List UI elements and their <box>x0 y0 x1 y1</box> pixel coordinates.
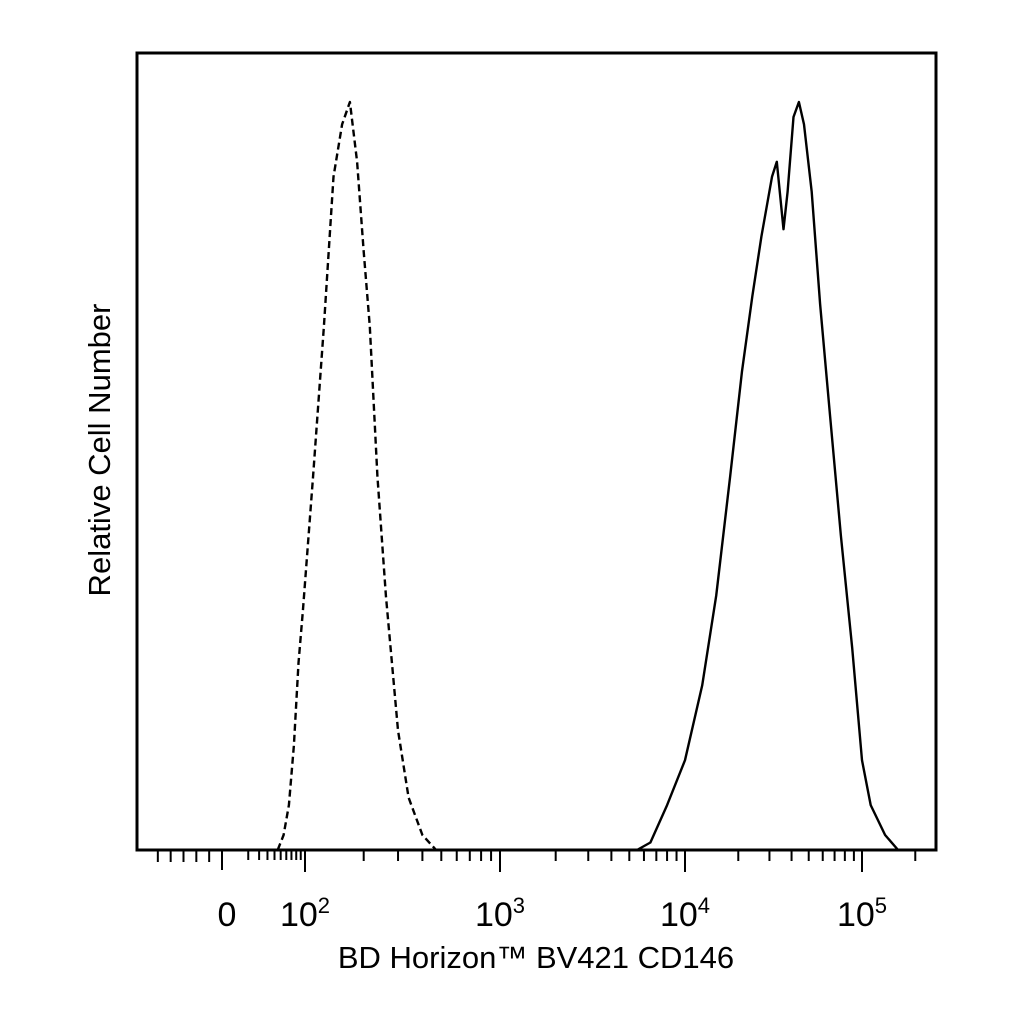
x-tick-label-10e5: 105 <box>837 893 887 934</box>
cd146-stained-histogram-line <box>636 100 900 852</box>
x-axis-tick-labels: 0 102 103 104 105 <box>218 893 888 934</box>
x-tick-label-10e4: 104 <box>660 893 710 934</box>
histogram-series <box>276 100 900 852</box>
x-axis-ticks <box>156 850 917 872</box>
isotype-control-histogram-line <box>276 100 437 851</box>
x-tick-label-0: 0 <box>218 896 237 934</box>
plot-frame <box>135 51 938 852</box>
x-axis-label: BD Horizon™ BV421 CD146 <box>338 940 734 975</box>
x-tick-label-10e2: 102 <box>280 893 330 934</box>
x-tick-label-10e3: 103 <box>475 893 525 934</box>
y-axis-label: Relative Cell Number <box>82 304 117 597</box>
